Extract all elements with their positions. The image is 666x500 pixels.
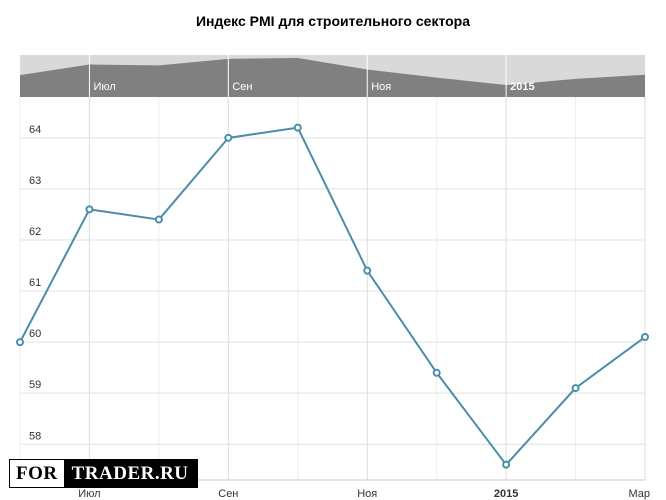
y-axis: 58 59 60 61 62 63 64 [29,124,41,442]
data-point[interactable] [641,333,649,342]
data-point[interactable] [502,460,511,469]
data-point[interactable] [293,123,302,132]
x-tick-label: Ноя [357,488,377,500]
data-point[interactable] [363,266,372,275]
data-point[interactable] [224,133,233,142]
chart-title: Индекс PMI для строительного сектора [196,13,470,29]
data-point[interactable] [571,384,580,393]
data-point[interactable] [85,205,94,214]
y-tick-label: 64 [29,124,41,136]
y-tick-label: 63 [29,175,41,187]
y-tick-label: 61 [29,277,41,289]
y-tick-label: 58 [29,430,41,442]
x-tick-label: Мар [628,488,650,500]
navigator-tick-label: Июл [93,81,115,93]
data-point[interactable] [154,215,163,224]
navigator-tick-label: Сен [232,81,252,93]
x-tick-label: Июл [78,488,100,500]
y-tick-label: 59 [29,379,41,391]
navigator[interactable]: Июл Сен Ноя 2015 [20,55,645,97]
grid [19,97,646,481]
y-tick-label: 60 [29,328,41,340]
navigator-tick-label: Ноя [371,81,391,93]
data-point[interactable] [16,338,24,347]
x-tick-label: 2015 [494,488,518,500]
watermark-right: TRADER.RU [63,460,197,487]
watermark-left: FOR [10,460,64,487]
series-line [19,126,646,466]
watermark-logo: FOR TRADER.RU [9,459,198,488]
y-tick-label: 62 [29,226,41,238]
x-tick-label: Сен [218,488,238,500]
series [16,123,649,469]
navigator-area [20,58,645,97]
x-axis: Июл Сен Ноя 2015 Мар [78,488,650,500]
navigator-tick-label: 2015 [510,81,534,93]
data-point[interactable] [432,368,441,377]
